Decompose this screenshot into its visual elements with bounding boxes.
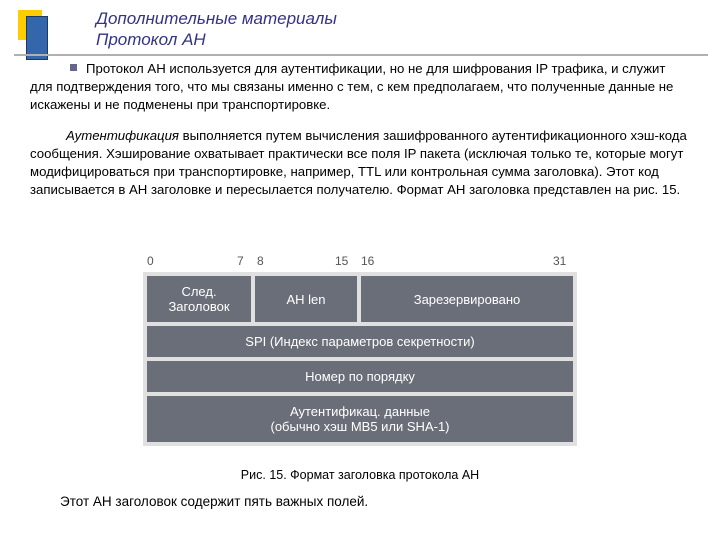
bit-7: 7 xyxy=(237,254,244,268)
paragraph-2-lead: Аутентификация xyxy=(66,128,179,143)
title-line-1: Дополнительные материалы xyxy=(96,8,337,29)
auth-data-line1: Аутентификац. данные xyxy=(153,404,567,419)
title-line-2: Протокол AH xyxy=(96,29,337,50)
cell-spi: SPI (Индекс параметров секретности) xyxy=(145,324,575,359)
ah-header-figure: 0 7 8 15 16 31 След. Заголовок AH len За… xyxy=(0,254,720,446)
cell-auth-data: Аутентификац. данные (обычно хэш MB5 или… xyxy=(145,394,575,444)
bit-ruler: 0 7 8 15 16 31 xyxy=(145,254,575,270)
cell-ah-len: AH len xyxy=(253,274,359,324)
paragraph-1: Протокол AH используется для аутентифика… xyxy=(30,60,690,113)
bit-15: 15 xyxy=(335,254,348,268)
table-row: След. Заголовок AH len Зарезервировано xyxy=(145,274,575,324)
slide-title: Дополнительные материалы Протокол AH xyxy=(96,8,337,51)
table-row: SPI (Индекс параметров секретности) xyxy=(145,324,575,359)
figure-caption: Рис. 15. Формат заголовка протокола AH xyxy=(0,468,720,482)
cell-sequence: Номер по порядку xyxy=(145,359,575,394)
title-rule xyxy=(14,54,708,56)
body-text: Протокол AH используется для аутентифика… xyxy=(30,60,690,213)
auth-data-line2: (обычно хэш MB5 или SHA-1) xyxy=(153,419,567,434)
table-row: Аутентификац. данные (обычно хэш MB5 или… xyxy=(145,394,575,444)
cell-next-header: След. Заголовок xyxy=(145,274,253,324)
paragraph-2: Аутентификация выполняется путем вычисле… xyxy=(30,127,690,198)
bit-8: 8 xyxy=(257,254,264,268)
bit-31: 31 xyxy=(553,254,566,268)
cell-reserved: Зарезервировано xyxy=(359,274,575,324)
ah-header-table: След. Заголовок AH len Зарезервировано S… xyxy=(143,272,577,446)
closing-sentence: Этот AH заголовок содержит пять важных п… xyxy=(60,494,368,509)
table-row: Номер по порядку xyxy=(145,359,575,394)
bit-0: 0 xyxy=(147,254,154,268)
bit-16: 16 xyxy=(361,254,374,268)
